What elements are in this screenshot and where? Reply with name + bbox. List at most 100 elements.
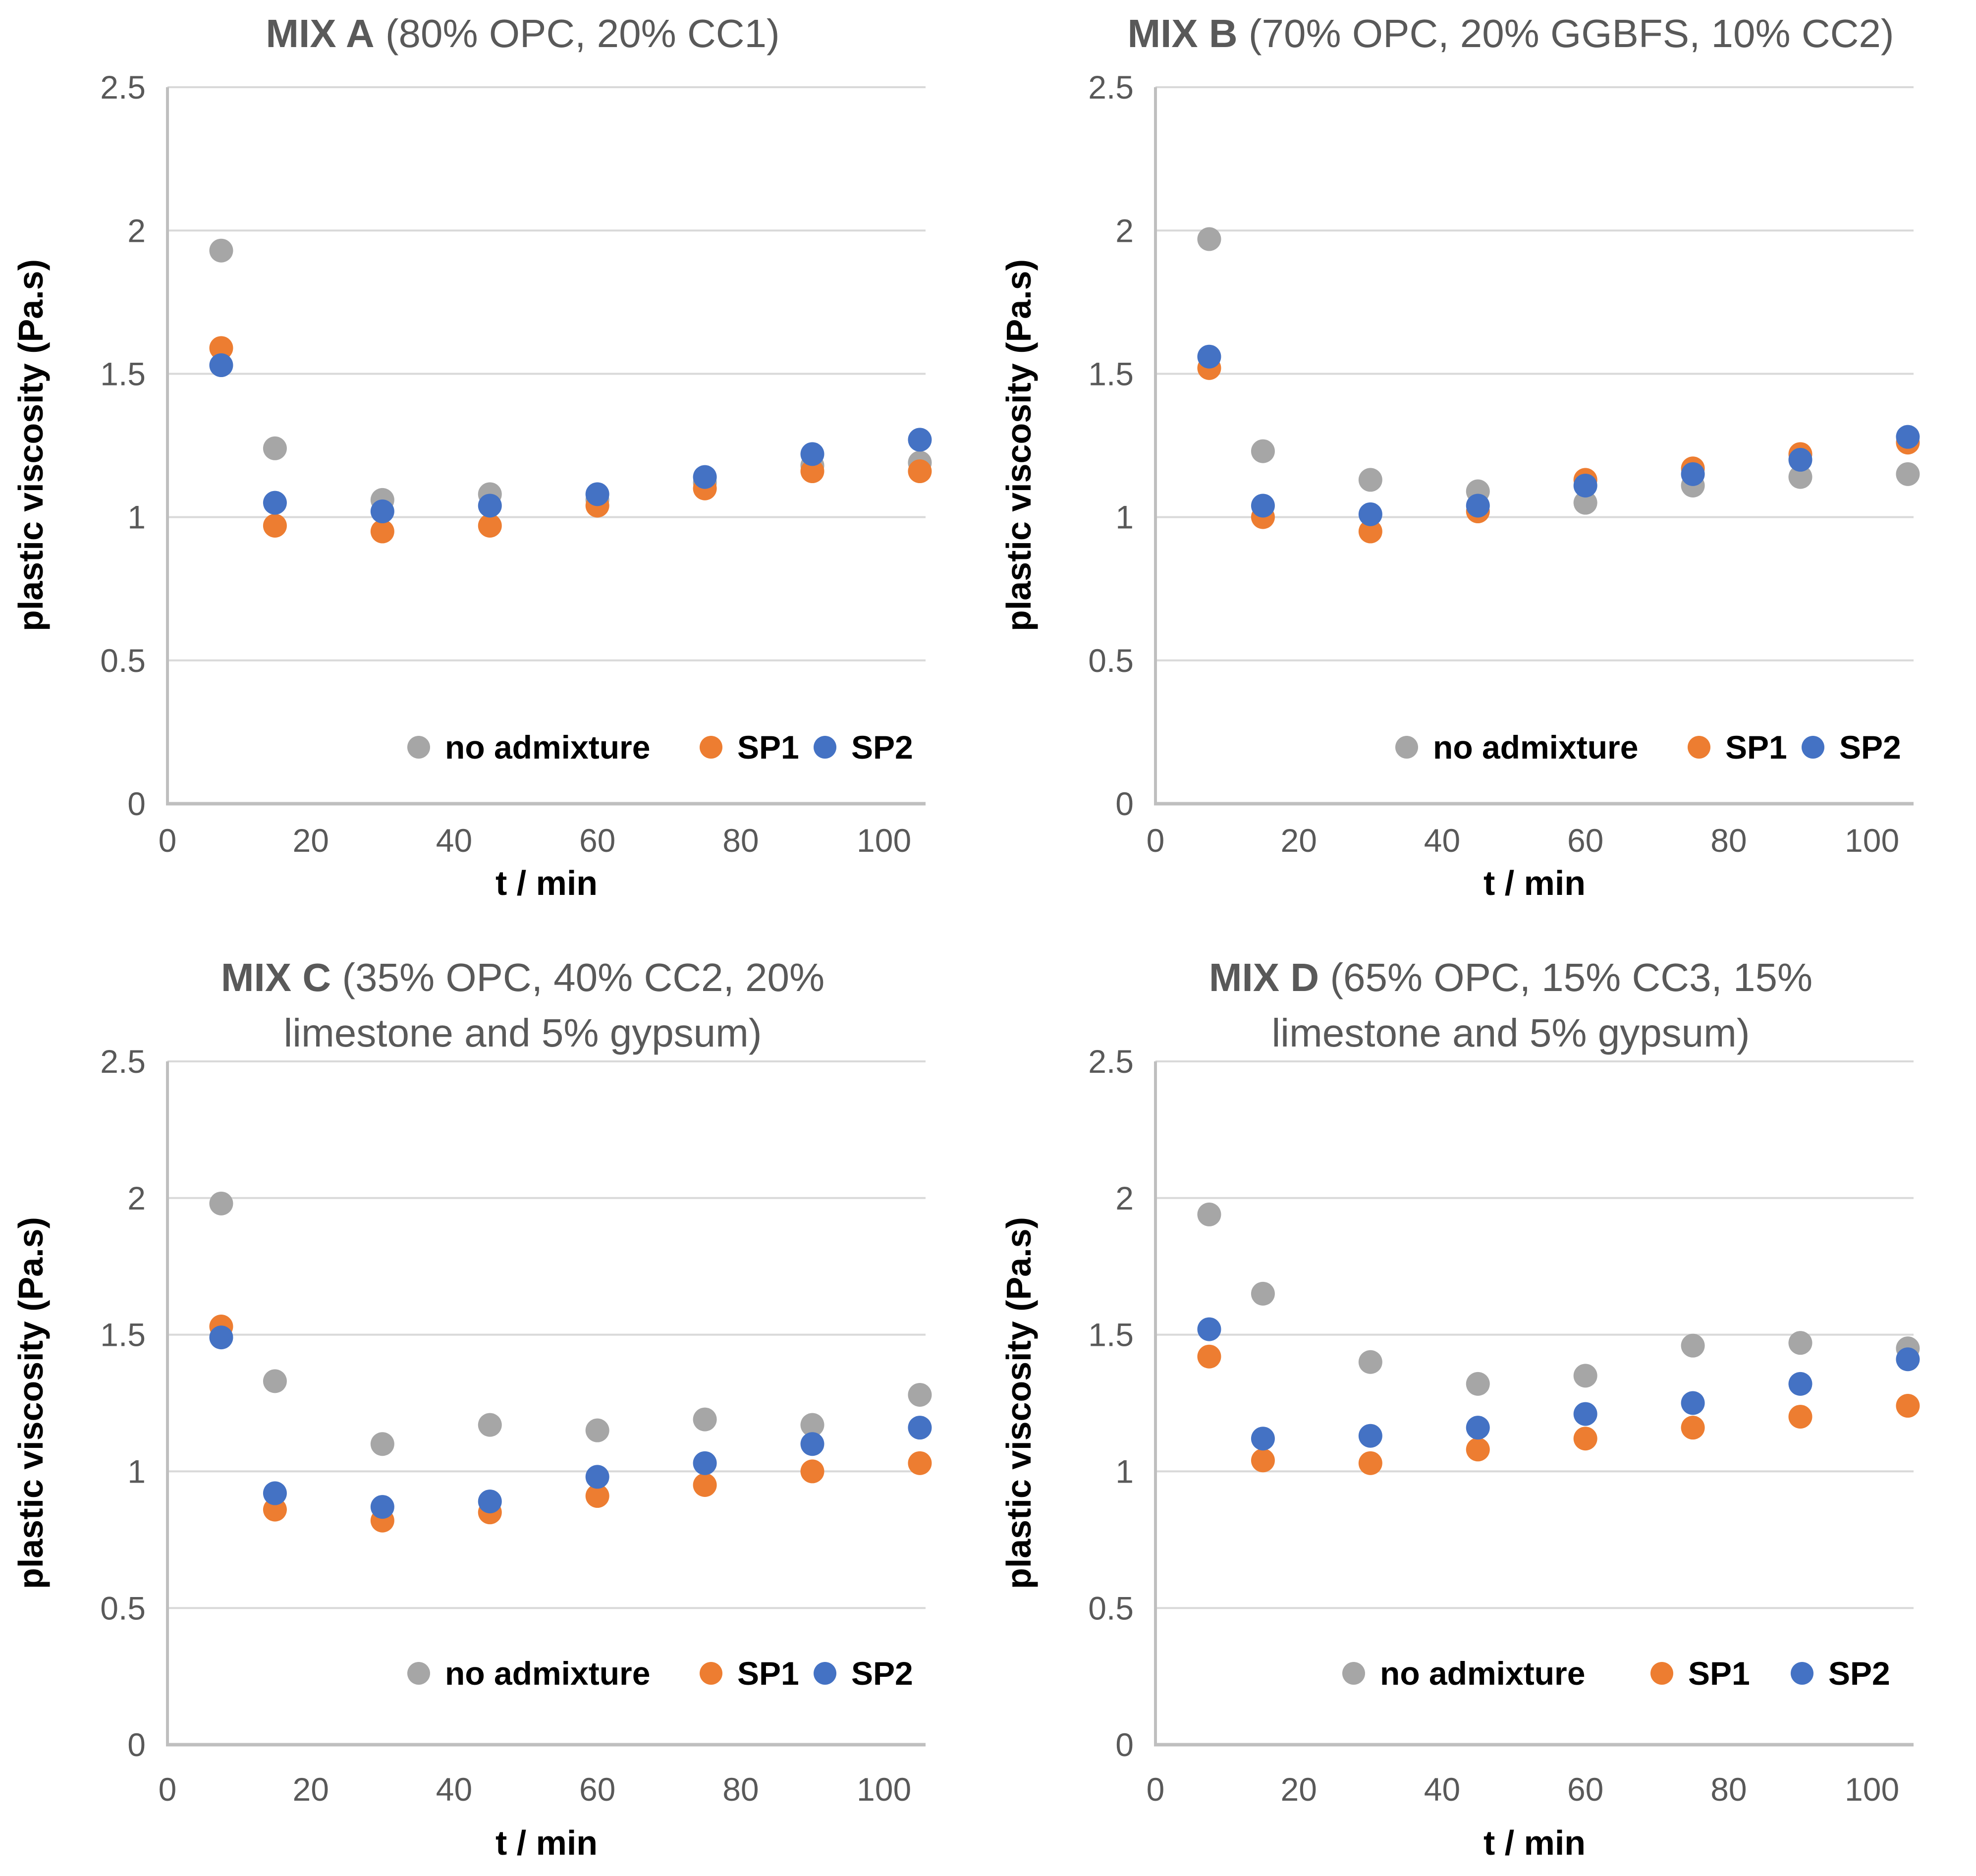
legend-marker-sp2-icon bbox=[814, 736, 836, 759]
x-tick-label: 60 bbox=[1567, 822, 1603, 859]
data-point-sp2 bbox=[1788, 1372, 1812, 1396]
panel-title: MIX D (65% OPC, 15% CC3, 15% limestone a… bbox=[1107, 950, 1915, 1061]
x-tick-label: 0 bbox=[1147, 1771, 1165, 1808]
data-point-sp1 bbox=[1466, 1437, 1490, 1462]
data-point-sp2 bbox=[263, 1481, 287, 1505]
data-point-sp2 bbox=[370, 499, 394, 524]
data-point-no-admixture bbox=[209, 238, 233, 263]
x-axis-title: t / min bbox=[495, 1823, 598, 1862]
data-point-sp2 bbox=[1358, 502, 1382, 526]
data-point-sp2 bbox=[585, 1465, 609, 1489]
data-point-sp1 bbox=[1681, 1416, 1705, 1440]
data-point-no-admixture bbox=[1573, 1364, 1597, 1388]
y-tick-label: 0.5 bbox=[1088, 1590, 1134, 1626]
x-tick-label: 100 bbox=[857, 822, 911, 859]
data-point-sp2 bbox=[1896, 1347, 1920, 1372]
x-tick-label: 80 bbox=[722, 1771, 759, 1808]
data-point-no-admixture bbox=[1197, 227, 1221, 251]
legend-marker-sp2-icon bbox=[1791, 1662, 1813, 1685]
legend-marker-sp2-icon bbox=[814, 1662, 836, 1685]
data-point-sp2 bbox=[1681, 462, 1705, 486]
panel-title: MIX B (70% OPC, 20% GGBFS, 10% CC2) bbox=[1107, 6, 1915, 61]
panel-title: MIX C (35% OPC, 40% CC2, 20% limestone a… bbox=[119, 950, 927, 1061]
title-composition: (70% OPC, 20% GGBFS, 10% CC2) bbox=[1237, 11, 1894, 55]
data-point-sp1 bbox=[370, 519, 394, 544]
data-point-sp2 bbox=[1251, 494, 1275, 518]
legend-label: SP2 bbox=[1839, 729, 1901, 766]
data-point-no-admixture bbox=[908, 1382, 932, 1407]
data-point-sp2 bbox=[800, 1432, 824, 1456]
data-point-sp1 bbox=[1358, 519, 1382, 544]
legend-label: SP1 bbox=[1725, 729, 1787, 766]
data-point-no-admixture bbox=[1251, 1281, 1275, 1306]
legend-item-sp2: SP2 bbox=[814, 724, 913, 770]
panel-mix-b: 0 0.5 1 1.5 2 2.5 0 20 40 60 80 100 MIX B (70% OPC,… bbox=[988, 0, 1976, 938]
data-point-sp2 bbox=[693, 465, 717, 489]
legend-marker-sp1-icon bbox=[1650, 1662, 1673, 1685]
data-point-sp2 bbox=[1251, 1427, 1275, 1451]
data-point-sp1 bbox=[1358, 1451, 1382, 1475]
scatter-plot-mix-a: 0 0.5 1 1.5 2 2.5 0 20 40 60 80 100 bbox=[100, 69, 932, 859]
data-point-sp2 bbox=[1573, 1402, 1597, 1426]
x-tick-label: 80 bbox=[1710, 1771, 1747, 1808]
y-tick-label: 1.5 bbox=[1088, 1317, 1134, 1353]
title-mix-label: MIX C bbox=[220, 955, 331, 999]
y-tick-label: 1 bbox=[127, 1453, 146, 1490]
legend-item-no-admixture: no admixture bbox=[407, 724, 650, 770]
data-point-sp1 bbox=[908, 459, 932, 484]
y-tick-label: 2.5 bbox=[1088, 1043, 1134, 1080]
data-point-sp2 bbox=[209, 1325, 233, 1350]
data-point-no-admixture bbox=[800, 1413, 824, 1437]
data-point-sp2 bbox=[1358, 1424, 1382, 1448]
y-tick-label: 1.5 bbox=[100, 356, 146, 392]
data-point-no-admixture bbox=[693, 1407, 717, 1432]
panel-mix-a: 0 0.5 1 1.5 2 2.5 0 20 40 60 80 100 MIX A (80% OPC,… bbox=[0, 0, 988, 938]
legend-item-sp2: SP2 bbox=[1791, 1651, 1890, 1696]
legend-label: SP1 bbox=[737, 729, 799, 766]
data-point-no-admixture bbox=[1788, 1331, 1812, 1355]
legend-marker-no-admixture-icon bbox=[1395, 736, 1418, 759]
legend: no admixture SP1 SP2 bbox=[0, 0, 988, 938]
x-tick-label: 40 bbox=[1424, 822, 1460, 859]
title-composition: (35% OPC, 40% CC2, 20% limestone and 5% … bbox=[283, 955, 825, 1055]
data-point-sp2 bbox=[478, 1490, 502, 1514]
data-point-sp2 bbox=[585, 482, 609, 506]
data-point-no-admixture bbox=[1788, 465, 1812, 489]
data-point-sp2 bbox=[1788, 447, 1812, 472]
data-point-sp2 bbox=[263, 491, 287, 515]
data-point-sp1 bbox=[1573, 1427, 1597, 1451]
data-point-sp2 bbox=[1466, 494, 1490, 518]
x-tick-label: 100 bbox=[1845, 1771, 1899, 1808]
legend-item-sp1: SP1 bbox=[700, 724, 799, 770]
data-point-no-admixture bbox=[585, 1418, 609, 1442]
scatter-plot-mix-d: 0 0.5 1 1.5 2 2.5 0 20 40 60 80 100 bbox=[1088, 1043, 1920, 1808]
data-point-no-admixture bbox=[1466, 1372, 1490, 1396]
x-tick-label: 80 bbox=[722, 822, 759, 859]
x-tick-label: 20 bbox=[1281, 822, 1317, 859]
legend-item-sp2: SP2 bbox=[1802, 724, 1901, 770]
data-point-no-admixture bbox=[263, 1369, 287, 1393]
y-tick-label: 2 bbox=[1115, 1180, 1134, 1216]
x-tick-label: 0 bbox=[159, 1771, 177, 1808]
y-tick-label: 0 bbox=[127, 785, 146, 822]
legend-label: SP2 bbox=[851, 729, 913, 766]
title-composition: (80% OPC, 20% CC1) bbox=[374, 11, 780, 55]
x-tick-label: 40 bbox=[1424, 1771, 1460, 1808]
data-point-sp2 bbox=[908, 1416, 932, 1440]
data-point-sp2 bbox=[1197, 344, 1221, 369]
legend-item-no-admixture: no admixture bbox=[1395, 724, 1638, 770]
y-tick-label: 2 bbox=[127, 1180, 146, 1216]
title-mix-label: MIX B bbox=[1127, 11, 1238, 55]
legend-marker-sp1-icon bbox=[1688, 736, 1710, 759]
data-point-no-admixture bbox=[209, 1191, 233, 1215]
scatter-plot-mix-c: 0 0.5 1 1.5 2 2.5 0 20 40 60 80 100 bbox=[100, 1043, 932, 1808]
data-point-no-admixture bbox=[478, 1413, 502, 1437]
x-axis-title: t / min bbox=[1483, 1823, 1586, 1862]
y-tick-label: 0.5 bbox=[100, 642, 146, 679]
y-tick-label: 1.5 bbox=[100, 1317, 146, 1353]
title-mix-label: MIX D bbox=[1208, 955, 1319, 999]
legend-item-no-admixture: no admixture bbox=[407, 1651, 650, 1696]
legend-marker-no-admixture-icon bbox=[407, 736, 430, 759]
legend-label: no admixture bbox=[1380, 1655, 1586, 1692]
